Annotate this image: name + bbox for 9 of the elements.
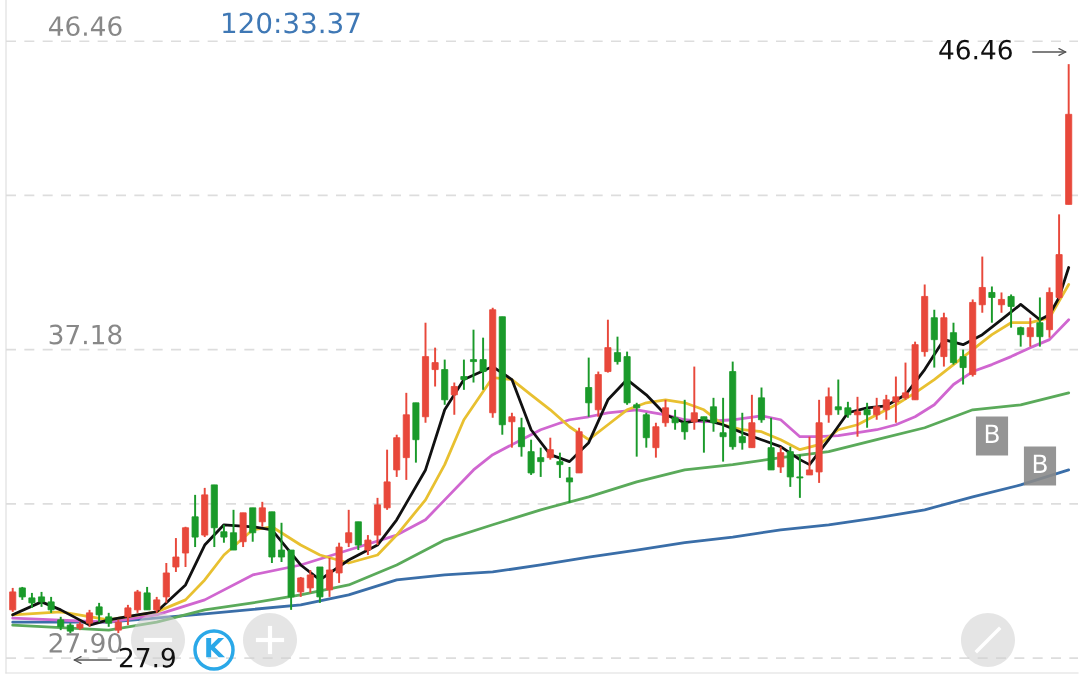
annotation: 27.9 — [119, 647, 175, 668]
y-tick-label: 27.90 — [49, 632, 122, 653]
annotation: B — [1033, 454, 1047, 473]
annotation: B — [985, 424, 999, 443]
annotation: K — [206, 638, 226, 658]
annotation: 120:33.37 — [223, 12, 360, 34]
y-tick-label: 46.46 — [48, 16, 122, 37]
y-tick-label: 37.18 — [49, 324, 122, 345]
annotation: 46.46 — [939, 39, 1012, 60]
